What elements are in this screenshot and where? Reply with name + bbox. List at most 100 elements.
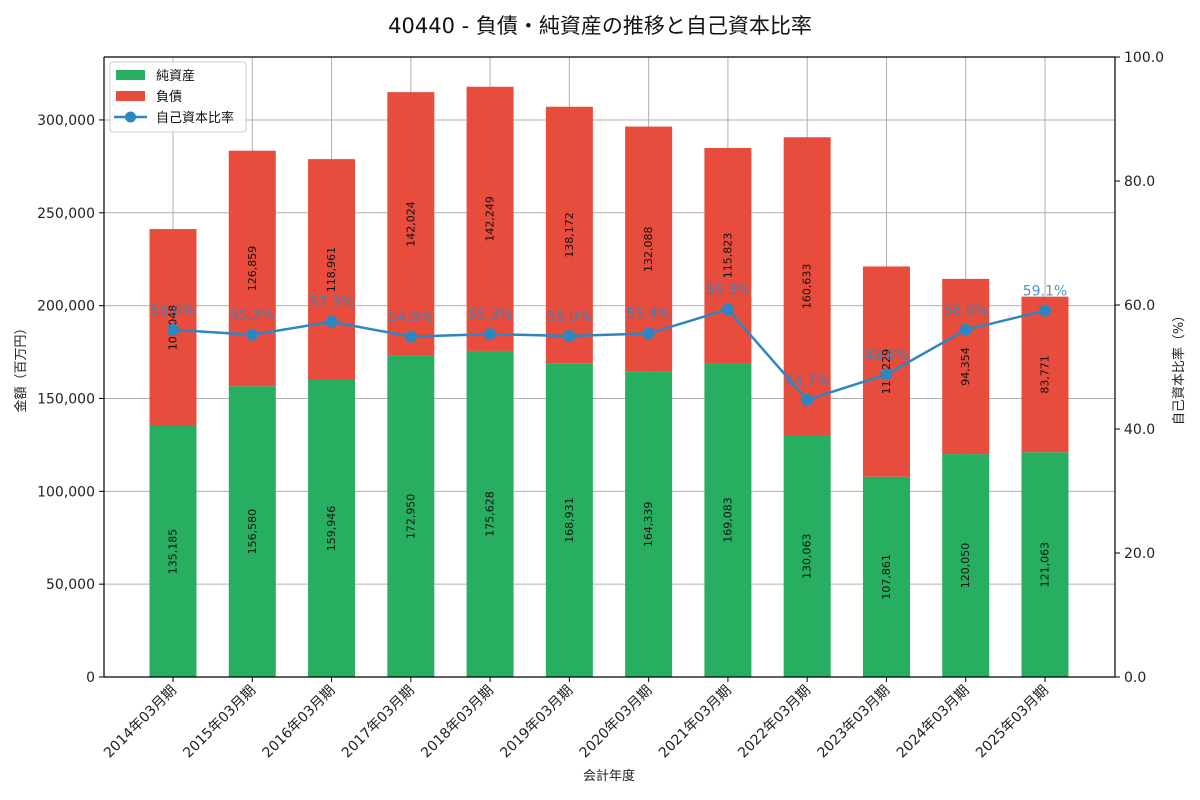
y-tick-label: 50,000 — [46, 577, 95, 593]
legend: 純資産 負債 自己資本比率 — [109, 61, 247, 133]
y2-tick-label: 0.0 — [1124, 670, 1146, 686]
x-tick-label: 2015年03月期 — [180, 683, 259, 762]
y2-tick-label: 80.0 — [1124, 174, 1155, 190]
equity-ratio-marker — [642, 327, 655, 340]
x-tick-label: 2024年03月期 — [894, 683, 973, 762]
bar-net-assets — [149, 425, 197, 677]
equity-ratio-marker — [959, 323, 972, 336]
equity-ratio-polyline — [172, 307, 1046, 402]
bar-label-net-assets: 172,950 — [404, 494, 417, 540]
bar-label-net-assets: 159,946 — [325, 506, 338, 552]
legend-label-equity-ratio: 自己資本比率 — [156, 110, 234, 126]
bar-liabilities — [1021, 296, 1069, 453]
bar-label-net-assets: 107,861 — [880, 554, 893, 600]
bar-net-assets — [387, 355, 435, 677]
equity-ratio-marker — [1039, 304, 1051, 317]
equity-ratio-label: 56.0% — [151, 303, 195, 319]
y2-tick-label: 60.0 — [1124, 298, 1155, 314]
bar-label-net-assets: 121,063 — [1039, 542, 1052, 588]
equity-ratio-marker — [721, 303, 734, 316]
equity-ratio-marker — [167, 323, 179, 336]
bar-label-liabilities: 142,249 — [484, 196, 497, 242]
bar-label-net-assets: 169,083 — [721, 497, 734, 543]
equity-ratio-label: 55.3% — [468, 307, 512, 323]
y2-axis-label: 自己資本比率（%） — [1171, 309, 1187, 425]
y-tick-label: 100,000 — [37, 484, 95, 500]
x-tick-label: 2017年03月期 — [339, 683, 418, 762]
x-tick-label: 2014年03月期 — [101, 683, 180, 762]
y-tick-label: 200,000 — [37, 299, 95, 315]
bar-net-assets — [308, 380, 356, 677]
x-axis-label: 会計年度 — [583, 768, 635, 784]
bar-label-liabilities: 115,823 — [721, 233, 734, 279]
y2-tick-label: 40.0 — [1124, 422, 1155, 438]
x-tick-label: 2021年03月期 — [656, 683, 735, 762]
equity-ratio-marker — [880, 368, 893, 381]
bar-net-assets — [862, 476, 910, 677]
legend-swatch-liabilities — [116, 91, 145, 101]
bar-label-net-assets: 164,339 — [642, 502, 655, 548]
bar-liabilities — [466, 86, 514, 351]
legend-swatch-net-assets — [116, 70, 145, 80]
x-tick-label: 2022年03月期 — [735, 683, 814, 762]
bar-net-assets — [783, 435, 831, 677]
equity-ratio-label: 44.7% — [785, 373, 829, 389]
equity-ratio-label: 48.8% — [864, 347, 908, 363]
equity-ratio-label: 57.3% — [309, 295, 353, 311]
y2-tick-label: 20.0 — [1124, 546, 1155, 562]
bar-net-assets — [942, 454, 990, 677]
bar-label-liabilities: 142,024 — [404, 201, 417, 247]
bar-liabilities — [942, 278, 990, 455]
bar-net-assets — [228, 386, 276, 677]
bar-label-net-assets: 130,063 — [801, 533, 814, 579]
legend-label-liabilities: 負債 — [156, 90, 182, 105]
bar-liabilities — [783, 137, 831, 436]
legend-marker-icon — [125, 111, 136, 123]
equity-ratio-label: 56.0% — [943, 303, 987, 319]
equity-ratio-marker — [246, 328, 259, 341]
bar-label-net-assets: 168,931 — [563, 497, 576, 543]
equity-ratio-marker — [563, 330, 576, 342]
bar-label-liabilities: 83,771 — [1039, 355, 1052, 394]
stacked-bars — [149, 86, 1069, 677]
legend-label-net-assets: 純資産 — [156, 68, 195, 84]
bar-label-net-assets: 135,185 — [167, 529, 180, 575]
bar-net-assets — [545, 363, 593, 677]
bar-label-liabilities: 138,172 — [563, 212, 576, 258]
equity-ratio-marker — [801, 393, 814, 406]
bar-net-assets — [625, 371, 673, 677]
x-tick-label: 2016年03月期 — [260, 683, 339, 762]
y-tick-label: 250,000 — [37, 206, 95, 222]
axes: 0 50,000 100,000 150,000 200,000 250,000 300,0… — [37, 50, 1164, 761]
bar-label-liabilities: 118,961 — [325, 247, 338, 293]
bar-label-net-assets: 175,628 — [484, 491, 497, 537]
y-tick-label: 300,000 — [37, 113, 95, 129]
equity-ratio-label: 54.9% — [389, 310, 433, 326]
y-tick-label: 150,000 — [37, 391, 95, 407]
equity-ratio-label: 59.3% — [706, 282, 750, 298]
y-tick-label: 0 — [86, 670, 95, 686]
equity-ratio-label: 55.2% — [230, 308, 274, 324]
bar-net-assets — [704, 363, 752, 677]
x-tick-label: 2025年03月期 — [973, 683, 1052, 762]
bar-liabilities — [545, 106, 593, 364]
x-tick-label: 2018年03月期 — [418, 683, 497, 762]
x-tick-label: 2023年03月期 — [814, 683, 893, 762]
bar-liabilities — [387, 92, 435, 356]
y2-tick-label: 100.0 — [1124, 50, 1164, 66]
bar-label-net-assets: 156,580 — [246, 509, 259, 555]
bar-liabilities — [228, 150, 276, 387]
equity-ratio-label: 59.1% — [1023, 284, 1067, 300]
bar-value-labels: 135,185106,048156,580126,859159,946118,9… — [167, 196, 1052, 600]
equity-ratio-label: 55.4% — [626, 307, 670, 323]
chart-title: 40440 - 負債・純資産の推移と自己資本比率 — [388, 14, 812, 38]
x-tick-label: 2019年03月期 — [497, 683, 576, 762]
bar-label-liabilities: 160,633 — [801, 264, 814, 310]
equity-ratio-line: 56.0% 55.2% 57.3% 54.9% 55.3% 55.0% 55.4% 59.3%… — [151, 282, 1067, 406]
y-axis-label: 金額（百万円） — [13, 321, 29, 412]
bar-label-liabilities: 126,859 — [246, 246, 259, 292]
equity-ratio-label: 55.0% — [547, 309, 591, 325]
x-tick-label: 2020年03月期 — [577, 683, 656, 762]
